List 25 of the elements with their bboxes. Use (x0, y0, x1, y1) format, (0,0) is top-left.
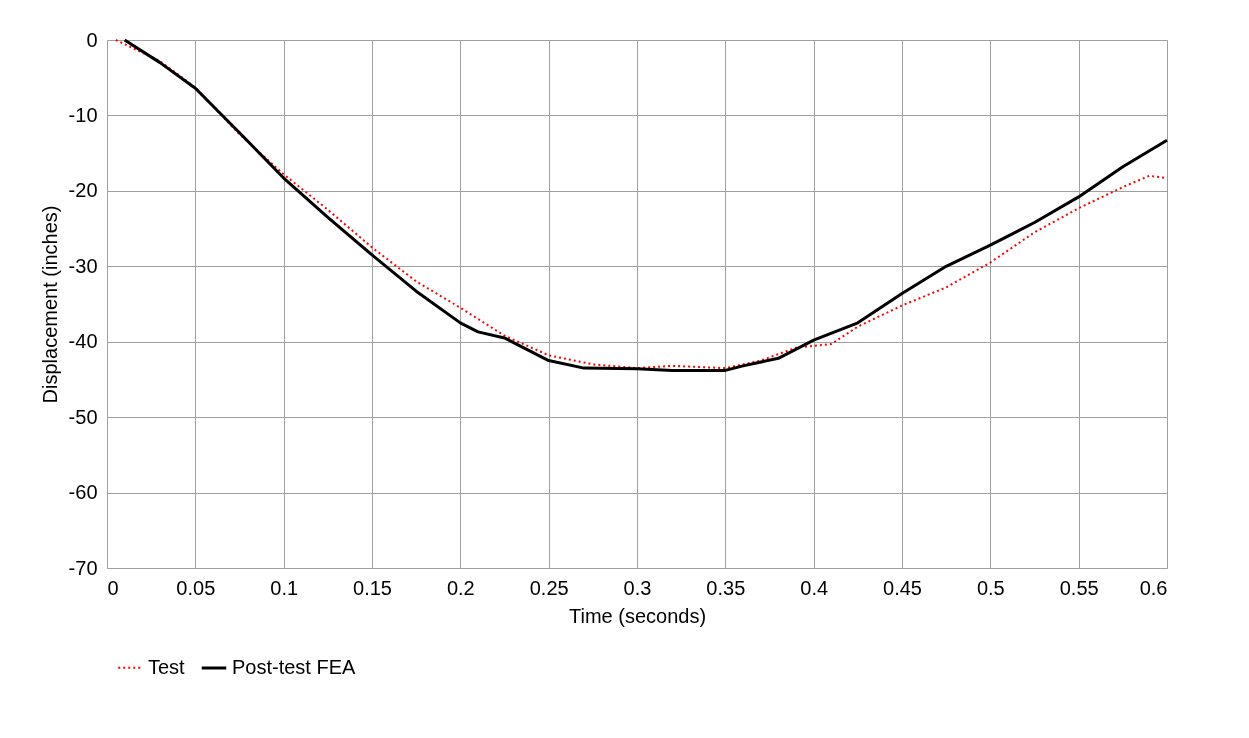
legend-label: Post-test FEA (232, 656, 357, 678)
y-tick-label: -50 (68, 405, 98, 428)
x-tick-label: 0.25 (529, 576, 569, 599)
x-tick-label: 0.4 (800, 576, 829, 599)
y-tick-label: -40 (68, 330, 98, 353)
x-tick-label: 0.6 (1139, 576, 1168, 599)
x-tick-label: 0.15 (353, 576, 392, 599)
x-tick-label: 0.1 (270, 576, 299, 599)
y-tick-label: 0 (86, 28, 98, 51)
x-tick-label: 0.55 (1059, 576, 1099, 599)
x-tick-label: 0.45 (883, 576, 922, 599)
x-axis-title: Time (seconds) (568, 604, 707, 627)
y-tick-label: -10 (68, 103, 98, 126)
x-tick-label: 0.05 (176, 576, 216, 599)
legend-label: Test (148, 655, 186, 678)
y-tick-label: -70 (68, 556, 98, 579)
x-tick-label: 0.5 (976, 576, 1005, 599)
x-tick-label: 0 (107, 576, 119, 599)
x-tick-label: 0.3 (623, 576, 652, 599)
x-tick-label: 0.2 (446, 576, 475, 599)
y-tick-label: -60 (68, 481, 98, 504)
y-axis-title: Displacement (inches) (38, 205, 61, 404)
y-tick-label: -30 (68, 254, 98, 277)
y-tick-label: -20 (68, 179, 98, 202)
x-tick-label: 0.35 (706, 576, 746, 599)
